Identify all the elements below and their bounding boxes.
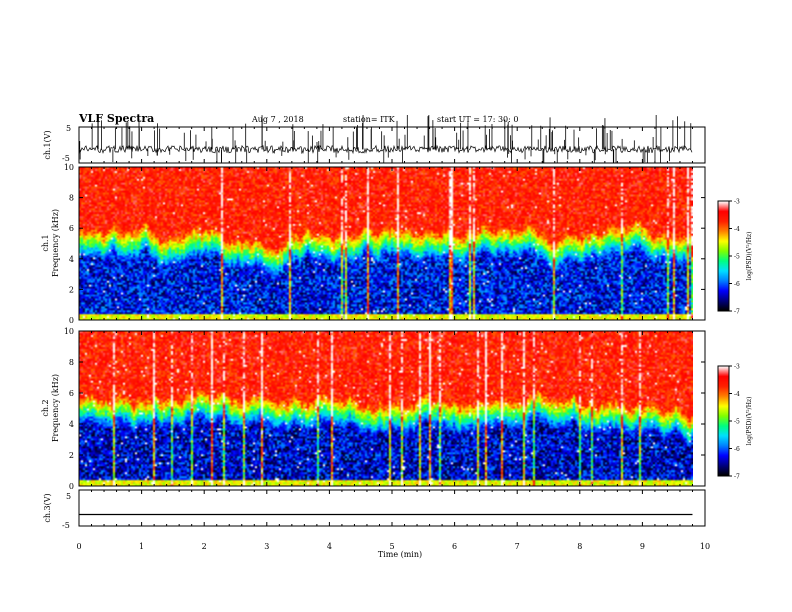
x-tick-label: 1 <box>139 542 144 551</box>
header-station: station= ITK <box>343 115 396 124</box>
y-tick-label: 6 <box>69 389 74 398</box>
x-tick-label: 7 <box>515 542 520 551</box>
ch1-waveform-frame <box>78 126 706 164</box>
colorbar-tick-label: -5 <box>734 254 740 261</box>
ch2-colorbar-ticks: -3 -4 -5 -6 -7 <box>729 364 740 481</box>
colorbar-tick-label: -3 <box>734 364 740 371</box>
y-tick-label: 8 <box>69 194 74 203</box>
ch1-spectrogram-image <box>79 167 693 320</box>
x-tick-label: 8 <box>577 542 582 551</box>
ch2-colorbar-label: log(PSD)(V²/Hz) <box>746 397 753 446</box>
time-axis-ticks <box>78 127 706 526</box>
ch1-spectrogram-label-channel: ch.1 <box>41 234 50 251</box>
ch2-spectrogram-label-frequency: Frequency (kHz) <box>51 374 60 442</box>
y-tick-label: 0 <box>69 316 74 325</box>
ch2-spectrogram-panel: 0 2 4 6 8 10 ch.2 Frequency (kHz) <box>41 327 706 491</box>
x-tick-label: 5 <box>389 542 394 551</box>
ch1-ytick-5: 5 <box>66 124 71 133</box>
time-axis-label: Time (min) <box>378 550 422 559</box>
y-tick-label: 10 <box>64 163 74 172</box>
y-tick-label: 4 <box>69 255 74 264</box>
colorbar-tick-label: -7 <box>734 474 740 481</box>
header-start-time: start UT = 17: 30: 0 <box>437 115 518 124</box>
ch1-spectrogram-label-frequency: Frequency (kHz) <box>51 209 60 277</box>
y-tick-label: 2 <box>69 285 74 294</box>
y-tick-label: 4 <box>69 420 74 429</box>
y-tick-label: 2 <box>69 451 74 460</box>
ch2-colorbar: -3 -4 -5 -6 -7 log(PSD)(V²/Hz) <box>717 364 753 481</box>
ch1-frequency-ticks: 0 2 4 6 8 10 <box>64 163 705 325</box>
ch3-waveform-panel: 5 -5 ch.3(V) <box>43 489 706 530</box>
y-tick-label: 0 <box>69 482 74 491</box>
colorbar-tick-label: -3 <box>734 199 740 206</box>
ch3-ytick-5: 5 <box>66 492 71 501</box>
time-axis-tick-labels: 0 1 2 3 4 5 6 7 8 9 10 <box>76 542 710 551</box>
x-tick-label: 6 <box>452 542 457 551</box>
ch1-waveform-ylabel: ch.1(V) <box>43 130 52 159</box>
ch1-colorbar-ticks: -3 -4 -5 -6 -7 <box>729 199 740 316</box>
ch2-spectrogram-label-channel: ch.2 <box>41 399 50 416</box>
colorbar-tick-label: -4 <box>734 226 740 233</box>
y-tick-label: 10 <box>64 327 74 336</box>
x-tick-label: 0 <box>76 542 81 551</box>
x-tick-label: 3 <box>264 542 269 551</box>
ch3-waveform-ylabel: ch.3(V) <box>43 493 52 522</box>
y-tick-label: 6 <box>69 224 74 233</box>
colorbar-tick-label: -5 <box>734 419 740 426</box>
ch1-spectrogram-panel: 0 2 4 6 8 10 ch.1 Frequency (kHz) <box>41 163 706 325</box>
ch3-waveform-frame <box>78 489 706 527</box>
ch2-frequency-ticks: 0 2 4 6 8 10 <box>64 327 705 491</box>
ch1-waveform-panel: 5 -5 ch.1(V) <box>43 115 706 164</box>
colorbar-tick-label: -6 <box>734 281 740 288</box>
ch1-waveform-spikes <box>79 115 692 163</box>
colorbar-tick-label: -6 <box>734 446 740 453</box>
x-tick-label: 10 <box>700 542 710 551</box>
ch1-colorbar: -3 -4 -5 -6 -7 log(PSD)(V²/Hz) <box>717 199 753 316</box>
ch2-spectrogram-image <box>79 331 693 486</box>
ch1-colorbar-image <box>718 201 729 311</box>
colorbar-tick-label: -4 <box>734 391 740 398</box>
ch1-waveform-trace <box>78 144 693 155</box>
x-tick-label: 9 <box>640 542 645 551</box>
ch2-colorbar-image <box>718 366 729 476</box>
colorbar-tick-label: -7 <box>734 309 740 316</box>
figure-title: VLF Spectra <box>78 112 154 125</box>
ch1-ytick-minus5: -5 <box>62 154 70 163</box>
y-tick-label: 8 <box>69 358 74 367</box>
ch3-ytick-minus5: -5 <box>62 521 70 530</box>
x-tick-label: 4 <box>327 542 332 551</box>
header-date: Aug 7 , 2018 <box>251 115 304 124</box>
x-tick-label: 2 <box>202 542 207 551</box>
ch1-colorbar-label: log(PSD)(V²/Hz) <box>746 232 753 281</box>
